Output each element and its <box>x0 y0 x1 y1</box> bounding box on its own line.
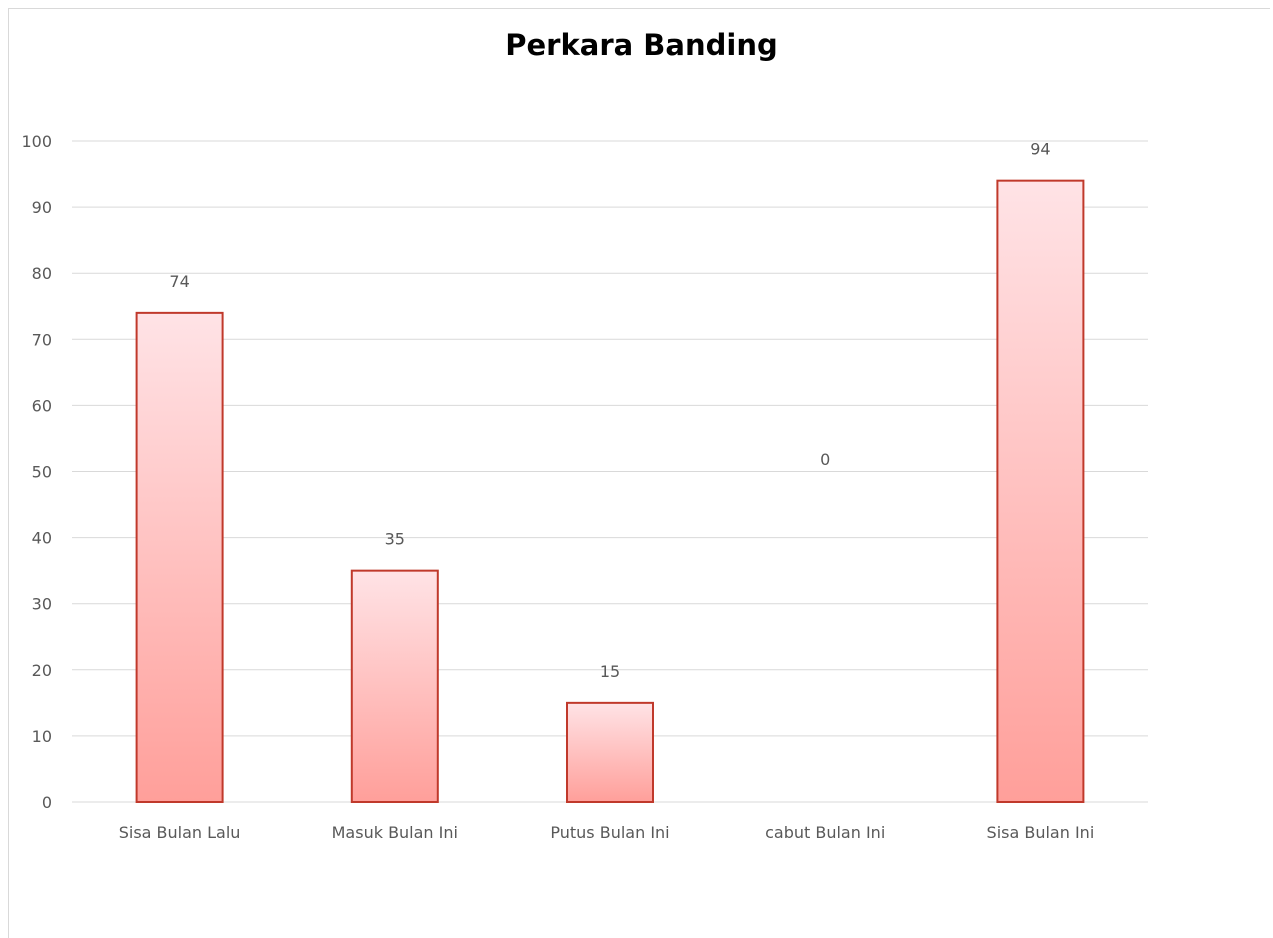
bar-3 <box>566 701 654 803</box>
y-tick-label-10: 10 <box>32 727 52 746</box>
chart-frame <box>8 8 1270 938</box>
x-tick-label-1: Sisa Bulan Lalu <box>119 823 241 842</box>
x-tick-label-2: Masuk Bulan Ini <box>332 823 458 842</box>
y-tick-label-100: 100 <box>21 132 52 151</box>
y-tick-label-30: 30 <box>32 595 52 614</box>
data-labels: 74 35 15 0 94 <box>169 140 1050 681</box>
y-tick-label-40: 40 <box>32 529 52 548</box>
y-tick-label-70: 70 <box>32 330 52 349</box>
x-tick-label-5: Sisa Bulan Ini <box>987 823 1095 842</box>
x-axis-tick-labels: Sisa Bulan Lalu Masuk Bulan Ini Putus Bula… <box>119 823 1095 842</box>
x-tick-label-3: Putus Bulan Ini <box>550 823 669 842</box>
y-tick-label-60: 60 <box>32 396 52 415</box>
y-tick-label-50: 50 <box>32 463 52 482</box>
chart-title: Perkara Banding <box>505 28 778 62</box>
data-label-2: 35 <box>385 530 405 549</box>
x-tick-label-4: cabut Bulan Ini <box>765 823 885 842</box>
y-tick-label-20: 20 <box>32 661 52 680</box>
bar-1 <box>135 311 224 803</box>
data-label-4: 0 <box>820 450 830 469</box>
bars <box>135 179 1085 804</box>
data-label-3: 15 <box>600 662 620 681</box>
y-axis-tick-labels: 0 10 20 30 40 50 60 70 80 90 100 <box>21 132 52 812</box>
y-tick-label-0: 0 <box>42 793 52 812</box>
data-label-5: 94 <box>1030 140 1050 159</box>
bar-2 <box>350 569 439 804</box>
data-label-1: 74 <box>169 272 189 291</box>
bar-5 <box>996 179 1085 804</box>
y-tick-label-90: 90 <box>32 198 52 217</box>
y-tick-label-80: 80 <box>32 264 52 283</box>
